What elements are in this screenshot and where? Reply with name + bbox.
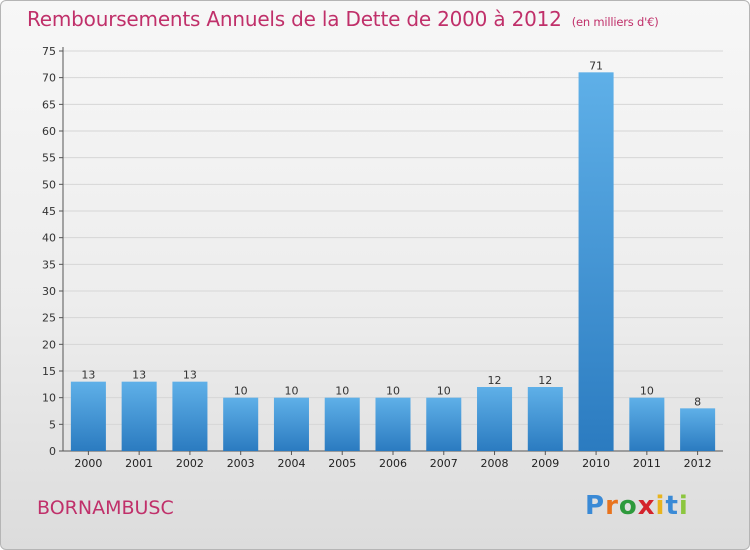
bar-value-label: 10: [234, 385, 248, 398]
x-tick-label: 2012: [684, 457, 712, 470]
bar: [273, 397, 309, 451]
logo-letter: i: [655, 491, 666, 521]
x-tick-label: 2004: [277, 457, 305, 470]
y-tick-label: 35: [42, 258, 56, 271]
bar: [324, 397, 360, 451]
bar-value-label: 10: [335, 385, 349, 398]
y-tick-label: 20: [42, 338, 56, 351]
bar: [527, 387, 563, 451]
bar: [375, 397, 411, 451]
y-tick-label: 70: [42, 72, 56, 85]
bar-value-label: 13: [183, 369, 197, 382]
logo-letter: o: [618, 491, 638, 521]
bar-value-label: 12: [488, 374, 502, 387]
y-tick-label: 30: [42, 285, 56, 298]
bar: [223, 397, 259, 451]
x-tick-label: 2005: [328, 457, 356, 470]
value-labels: 13 13 13 10 10 10 10 10 12 12 71 10 8: [81, 59, 701, 408]
bar-value-label: 10: [640, 385, 654, 398]
y-tick-label: 5: [49, 418, 56, 431]
y-tick-label: 55: [42, 152, 56, 165]
x-tick-label: 2010: [582, 457, 610, 470]
x-tick-label: 2009: [531, 457, 559, 470]
bar-value-label: 12: [538, 374, 552, 387]
y-tick-label: 40: [42, 232, 56, 245]
bar-value-label: 13: [81, 369, 95, 382]
logo-letter: x: [637, 491, 656, 521]
proxiti-logo[interactable]: Proxiti: [585, 491, 689, 521]
bar-value-label: 13: [132, 369, 146, 382]
bar-value-label: 71: [589, 59, 603, 72]
chart-title: Remboursements Annuels de la Dette de 20…: [27, 7, 659, 31]
x-tick-label: 2002: [176, 457, 204, 470]
x-tick-label: 2001: [125, 457, 153, 470]
bar: [477, 387, 513, 451]
logo-letter: P: [585, 491, 606, 521]
bar-value-label: 10: [437, 385, 451, 398]
bar: [578, 72, 614, 451]
x-tick-label: 2008: [481, 457, 509, 470]
logo-letter: r: [605, 491, 619, 521]
grid-lines: [63, 50, 723, 425]
bar: [426, 397, 462, 451]
logo-letter: t: [665, 491, 679, 521]
y-tick-label: 60: [42, 125, 56, 138]
y-tick-label: 15: [42, 365, 56, 378]
chart-unit-label: (en milliers d'€): [571, 15, 659, 29]
bar-value-label: 8: [694, 395, 701, 408]
bar: [680, 408, 716, 451]
y-tick-label: 75: [42, 45, 56, 58]
y-tick-label: 65: [42, 98, 56, 111]
bar: [172, 381, 208, 451]
y-tick-label: 50: [42, 178, 56, 191]
x-tick-label: 2003: [227, 457, 255, 470]
bar: [629, 397, 665, 451]
x-tick-label: 2007: [430, 457, 458, 470]
bar-value-label: 10: [386, 385, 400, 398]
x-tick-label: 2011: [633, 457, 661, 470]
y-tick-label: 25: [42, 312, 56, 325]
x-tick-label: 2000: [74, 457, 102, 470]
bar-value-label: 10: [284, 385, 298, 398]
bar: [121, 381, 157, 451]
chart-title-text: Remboursements Annuels de la Dette de 20…: [27, 7, 562, 31]
logo-letter: i: [678, 491, 689, 521]
y-tick-label: 0: [49, 445, 56, 458]
x-tick-label: 2006: [379, 457, 407, 470]
y-tick-label: 10: [42, 392, 56, 405]
y-tick-label: 45: [42, 205, 56, 218]
bars: [70, 72, 716, 451]
bar: [70, 381, 106, 451]
commune-name: BORNAMBUSC: [37, 497, 174, 519]
